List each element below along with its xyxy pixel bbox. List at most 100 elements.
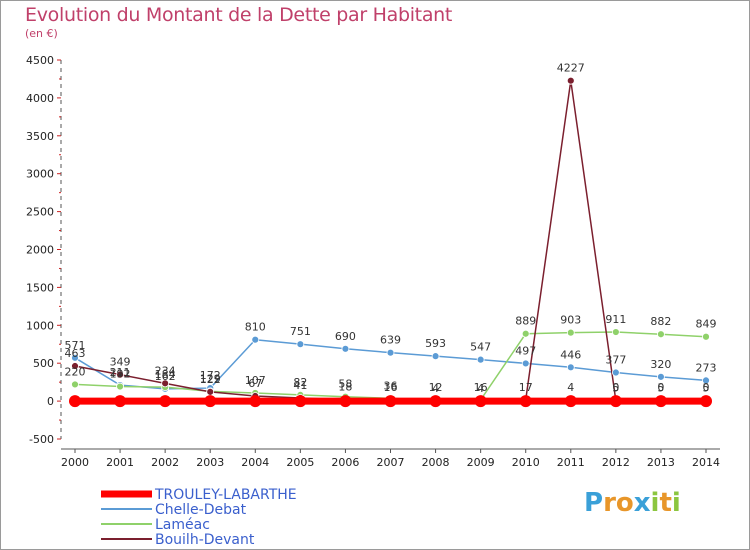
logo-letter: P xyxy=(584,488,604,518)
data-point xyxy=(116,370,124,379)
data-point xyxy=(657,330,665,339)
data-point xyxy=(251,335,260,344)
data-label: 690 xyxy=(335,330,356,343)
data-label: 911 xyxy=(605,313,626,326)
y-tick-label: 4500 xyxy=(26,54,54,67)
data-label: 58 xyxy=(338,378,352,391)
x-tick-label: 2004 xyxy=(241,456,269,469)
data-point xyxy=(702,332,710,341)
data-point xyxy=(71,353,79,362)
data-label: 67 xyxy=(248,377,262,390)
chart-subtitle: (en €) xyxy=(25,27,58,40)
logo-letter: i xyxy=(671,488,681,518)
x-tick-label: 2014 xyxy=(692,456,720,469)
data-label: 810 xyxy=(245,321,266,334)
chart-title: Evolution du Montant de la Dette par Hab… xyxy=(25,4,453,26)
data-label: 593 xyxy=(425,337,446,350)
x-tick-label: 2008 xyxy=(422,456,450,469)
y-tick-label: 500 xyxy=(33,357,54,370)
x-tick-label: 2000 xyxy=(61,456,89,469)
data-label: 882 xyxy=(650,315,671,328)
logo-letter: x xyxy=(633,488,651,518)
data-label: 36 xyxy=(384,379,398,392)
legend-label: TROULEY-LABARTHE xyxy=(154,487,297,503)
data-point xyxy=(341,344,350,353)
data-point xyxy=(384,395,397,408)
data-point xyxy=(702,376,710,385)
data-point xyxy=(71,380,79,389)
data-point xyxy=(657,372,665,381)
data-label: 320 xyxy=(650,358,671,371)
data-label: 16 xyxy=(474,381,488,394)
x-tick-label: 2001 xyxy=(106,456,134,469)
data-point xyxy=(114,395,127,408)
data-point xyxy=(519,395,532,408)
data-label: 273 xyxy=(696,361,717,374)
data-label: 18 xyxy=(338,381,352,394)
data-label: 16 xyxy=(384,381,398,394)
data-label: 751 xyxy=(290,325,311,338)
x-tick-label: 2013 xyxy=(647,456,675,469)
data-point xyxy=(206,387,215,396)
data-label: 4 xyxy=(477,382,484,395)
data-point xyxy=(159,395,172,408)
data-point xyxy=(294,395,307,408)
data-label: 82 xyxy=(293,376,307,389)
data-label: 107 xyxy=(245,374,266,387)
chart-axes: -500050010001500200025003000350040004500… xyxy=(26,54,720,469)
data-label: 0 xyxy=(612,381,619,394)
data-label: 12 xyxy=(429,381,443,394)
data-point xyxy=(161,379,170,388)
data-label: 17 xyxy=(519,381,533,394)
x-tick-label: 2003 xyxy=(196,456,224,469)
data-point xyxy=(566,328,575,337)
logo-letter: t xyxy=(659,488,672,518)
data-point xyxy=(249,395,262,408)
data-point xyxy=(69,395,81,408)
x-tick-label: 2009 xyxy=(467,456,495,469)
data-label: 4227 xyxy=(557,62,585,75)
data-point xyxy=(609,395,622,408)
data-point xyxy=(71,362,79,370)
data-point xyxy=(566,363,575,372)
data-point xyxy=(566,76,575,85)
data-label: 446 xyxy=(560,348,581,361)
data-point xyxy=(474,395,487,408)
data-point xyxy=(654,395,667,408)
y-tick-label: 0 xyxy=(47,395,54,408)
data-label: 889 xyxy=(515,315,536,328)
data-point xyxy=(204,395,217,408)
logo-letter: o xyxy=(615,488,634,518)
data-point xyxy=(611,368,620,377)
data-point xyxy=(431,352,440,361)
y-tick-label: 4000 xyxy=(26,92,54,105)
data-label: 463 xyxy=(65,347,86,360)
data-label: 122 xyxy=(200,373,221,386)
y-tick-label: 1000 xyxy=(26,319,54,332)
data-label: 4 xyxy=(567,381,574,394)
data-label: 41 xyxy=(293,379,307,392)
y-tick-label: 3000 xyxy=(26,168,54,181)
data-label: 192 xyxy=(110,368,131,381)
data-label: 377 xyxy=(605,354,626,367)
x-tick-label: 2005 xyxy=(286,456,314,469)
data-point xyxy=(564,395,577,408)
logo-letter: i xyxy=(650,488,660,518)
data-label: 349 xyxy=(110,356,131,369)
data-point xyxy=(700,395,712,408)
legend-label: Laméac xyxy=(155,517,210,533)
data-label: 0 xyxy=(657,381,664,394)
data-label: 172 xyxy=(200,369,221,382)
data-label: 5 xyxy=(612,382,619,395)
x-tick-label: 2010 xyxy=(512,456,540,469)
data-label: 220 xyxy=(65,365,86,378)
data-label: 5 xyxy=(657,382,664,395)
data-label: 234 xyxy=(155,364,176,377)
x-tick-label: 2002 xyxy=(151,456,179,469)
data-label: 184 xyxy=(155,368,176,381)
data-point xyxy=(386,348,395,357)
data-label: 849 xyxy=(696,318,717,331)
data-point xyxy=(521,329,530,338)
proxiti-logo: Proxiti xyxy=(584,488,681,518)
